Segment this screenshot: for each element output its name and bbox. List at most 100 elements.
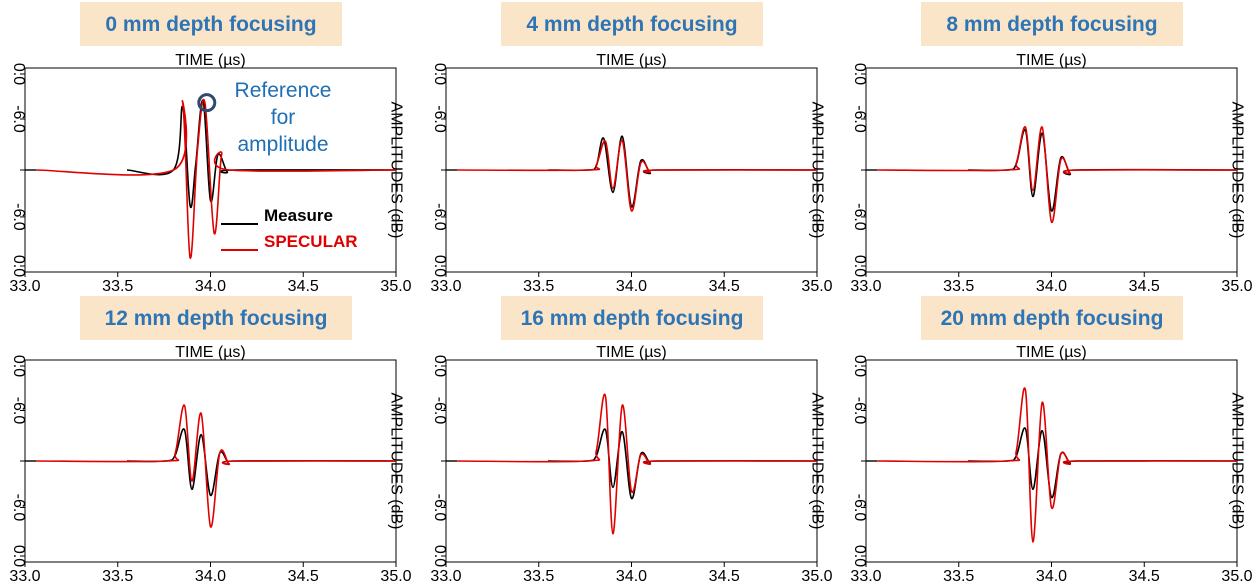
legend-label: SPECULAR (264, 232, 358, 251)
x-tick-label: 34.5 (288, 568, 319, 583)
x-tick-label: 34.0 (616, 568, 647, 583)
x-axis-label: TIME (µs) (1016, 344, 1087, 361)
chart-title: 8 mm depth focusing (946, 13, 1157, 36)
annotation-text: Reference (235, 79, 332, 102)
x-tick-label: 33.0 (9, 568, 40, 583)
x-axis-label: TIME (µs) (175, 52, 246, 69)
chart-title: 12 mm depth focusing (105, 307, 328, 330)
x-tick-label: 34.0 (1036, 278, 1067, 295)
x-tick-label: 34.0 (195, 568, 226, 583)
y-axis-label: AMPLITUDES (dB) (1229, 393, 1246, 530)
x-tick-label: 33.5 (102, 568, 133, 583)
x-axis-label: TIME (µs) (596, 344, 667, 361)
y-tick-label: 0.0 (10, 63, 27, 85)
y-tick-label: -6.0 (431, 203, 448, 231)
legend-label: Measure (264, 206, 333, 225)
y-tick-label: 0.0 (431, 255, 448, 277)
y-tick-label: 0.0 (10, 255, 27, 277)
series-line-measure (967, 427, 1238, 499)
y-tick-label: 0.0 (851, 63, 868, 85)
chart-title-background (501, 2, 763, 46)
x-tick-label: 34.0 (616, 278, 647, 295)
y-tick-label: -6.0 (431, 494, 448, 522)
x-tick-label: 34.5 (709, 568, 740, 583)
series-line-measure (547, 428, 818, 500)
chart-title-background (921, 296, 1183, 340)
x-tick-label: 33.5 (943, 278, 974, 295)
x-axis-label: TIME (µs) (596, 52, 667, 69)
chart-title-background (80, 296, 352, 340)
y-tick-label: -6.0 (431, 105, 448, 133)
y-tick-label: -6.0 (10, 397, 27, 425)
x-tick-label: 35.0 (1221, 278, 1252, 295)
x-tick-label: 33.0 (850, 568, 881, 583)
series-line-specular (36, 404, 397, 528)
chart-panel-2: 8 mm depth focusing TIME (µs) 33.0 33.5 34.0… (850, 2, 1253, 295)
x-tick-label: 33.0 (430, 278, 461, 295)
x-tick-label: 33.5 (943, 568, 974, 583)
y-tick-label: 0.0 (431, 545, 448, 567)
series-line-specular (457, 139, 818, 212)
y-tick-label: -6.0 (851, 105, 868, 133)
y-axis-label: AMPLITUDES (dB) (809, 102, 826, 239)
x-tick-label: 33.0 (9, 278, 40, 295)
x-axis-label: TIME (µs) (175, 344, 246, 361)
chart-title: 20 mm depth focusing (941, 307, 1164, 330)
y-tick-label: -6.0 (10, 105, 27, 133)
annotation-text: for (271, 106, 296, 129)
chart-panel-3: 12 mm depth focusing TIME (µs) 33.0 33.5 34.… (9, 296, 412, 583)
reference-marker (197, 93, 217, 113)
series-line-measure (547, 135, 818, 208)
x-tick-label: 33.5 (102, 278, 133, 295)
x-tick-label: 34.5 (709, 278, 740, 295)
x-tick-label: 35.0 (1221, 568, 1252, 583)
y-tick-label: -6.0 (851, 397, 868, 425)
annotation-text: amplitude (237, 133, 328, 156)
x-tick-label: 34.5 (1129, 568, 1160, 583)
x-tick-label: 33.0 (850, 278, 881, 295)
x-tick-label: 33.0 (430, 568, 461, 583)
chart-title-background (80, 2, 342, 46)
series-line-specular (877, 126, 1238, 223)
x-tick-label: 35.0 (380, 568, 411, 583)
x-tick-label: 33.5 (523, 568, 554, 583)
y-tick-label: 0.0 (851, 255, 868, 277)
x-tick-label: 35.0 (801, 568, 832, 583)
chart-title: 0 mm depth focusing (105, 13, 316, 36)
chart-title: 16 mm depth focusing (521, 307, 744, 330)
x-tick-label: 34.0 (1036, 568, 1067, 583)
y-tick-label: -6.0 (10, 203, 27, 231)
x-tick-label: 34.0 (195, 278, 226, 295)
chart-title-background (501, 296, 763, 340)
y-tick-label: 0.0 (431, 63, 448, 85)
x-tick-label: 33.5 (523, 278, 554, 295)
series-line-measure (126, 428, 397, 497)
y-tick-label: -6.0 (851, 494, 868, 522)
x-tick-label: 34.5 (288, 278, 319, 295)
x-axis-label: TIME (µs) (1016, 52, 1087, 69)
y-axis-label: AMPLITUDES (dB) (388, 102, 405, 239)
series-line-specular (457, 393, 818, 535)
x-tick-label: 34.5 (1129, 278, 1160, 295)
y-axis-label: AMPLITUDES (dB) (1229, 102, 1246, 239)
y-axis-label: AMPLITUDES (dB) (388, 393, 405, 530)
y-tick-label: -6.0 (851, 203, 868, 231)
y-tick-label: 0.0 (851, 545, 868, 567)
y-tick-label: -6.0 (10, 494, 27, 522)
chart-title: 4 mm depth focusing (526, 13, 737, 36)
chart-panel-4: 16 mm depth focusing TIME (µs) 33.0 33.5 34.… (430, 296, 833, 583)
x-tick-label: 35.0 (801, 278, 832, 295)
chart-title-background (921, 2, 1183, 46)
y-tick-label: -6.0 (431, 397, 448, 425)
y-tick-label: 0.0 (10, 545, 27, 567)
y-tick-label: 0.0 (431, 355, 448, 377)
chart-panel-1: 4 mm depth focusing TIME (µs) 33.0 33.5 34.0… (430, 2, 833, 295)
x-tick-label: 35.0 (380, 278, 411, 295)
series-line-measure (126, 99, 397, 209)
y-axis-label: AMPLITUDES (dB) (809, 393, 826, 530)
chart-panel-0: 0 mm depth focusing TIME (µs) 33.0 33.5 34.0… (9, 2, 412, 295)
y-tick-label: 0.0 (851, 355, 868, 377)
y-tick-label: 0.0 (10, 355, 27, 377)
series-line-specular (36, 98, 397, 259)
